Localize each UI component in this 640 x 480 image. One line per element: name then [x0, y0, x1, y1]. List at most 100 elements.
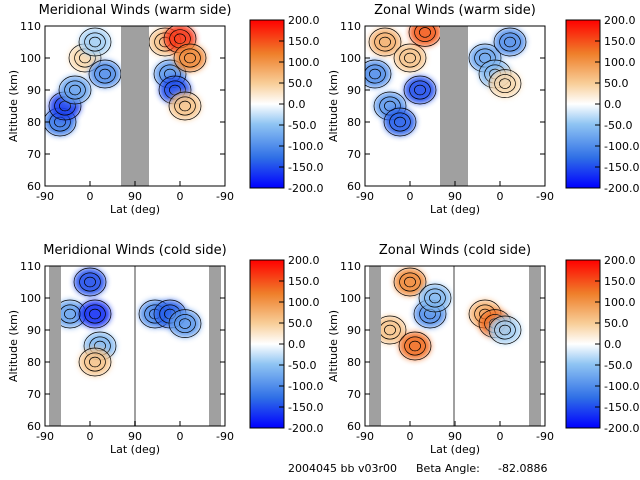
contour-line — [179, 48, 201, 68]
colorbar-tick-label: -200.0 — [288, 422, 323, 435]
contour-line — [418, 283, 452, 313]
contour-line — [89, 356, 101, 368]
contour-line — [398, 331, 432, 361]
contour-line — [89, 308, 101, 320]
contour-line — [179, 100, 191, 112]
colorbar-tick-label: -50.0 — [604, 359, 632, 372]
x-axis-label: Lat (deg) — [430, 203, 480, 216]
contour-line — [389, 112, 411, 132]
colorbar-tick-label: 50.0 — [288, 77, 313, 90]
contour-line — [499, 32, 521, 52]
y-tick-label: 70 — [347, 388, 361, 401]
contour-line — [79, 272, 101, 292]
data-cell — [374, 316, 406, 344]
colorbar-tick-label: -200.0 — [604, 182, 639, 195]
colorbar-tick-label: -50.0 — [604, 119, 632, 132]
contour-line — [365, 59, 392, 89]
colorbar-tick-label: -100.0 — [288, 380, 323, 393]
x-axis-label: Lat (deg) — [110, 443, 160, 456]
data-cell — [494, 28, 526, 56]
y-axis-label: Altitude (km) — [327, 310, 340, 382]
x-axis-label: Lat (deg) — [430, 443, 480, 456]
contour-line — [414, 84, 426, 96]
chart-panel-2: 60 70 80 90 100 110 -90 0 90 0 -90 Zonal Winds (war… — [327, 3, 639, 216]
colorbar-tick-label: -100.0 — [288, 140, 323, 153]
contour-line — [78, 347, 112, 377]
contour-line — [84, 276, 96, 288]
no-data-edge-right — [209, 266, 221, 426]
contour-line — [58, 75, 92, 105]
chart-title: Zonal Winds (cold side) — [379, 243, 531, 258]
colorbar-tick-label: 150.0 — [604, 35, 636, 48]
no-data-gap — [440, 26, 468, 186]
chart-panel-3: 60 70 80 90 100 110 -90 0 90 0 -90 Meridional Winds… — [7, 243, 323, 456]
colorbar-tick-label: 0.0 — [604, 98, 622, 111]
y-tick-label: 70 — [347, 148, 361, 161]
data-cell — [394, 44, 426, 72]
contour-line — [429, 292, 441, 304]
contour-line — [404, 336, 426, 356]
colorbar-tick-label: -150.0 — [604, 401, 639, 414]
contour-line — [499, 324, 511, 336]
data-cell — [404, 76, 436, 104]
y-tick-label: 80 — [347, 116, 361, 129]
contour-line — [494, 320, 516, 340]
contour-line — [493, 27, 527, 57]
y-tick-label: 110 — [20, 20, 41, 33]
colorbar-tick-label: -150.0 — [288, 161, 323, 174]
colorbar-tick-label: -100.0 — [604, 380, 639, 393]
y-tick-label: 110 — [20, 260, 41, 273]
chart-title: Zonal Winds (warm side) — [374, 3, 536, 18]
x-tick-label: -90 — [36, 190, 54, 203]
y-tick-label: 60 — [27, 420, 41, 433]
y-tick-label: 70 — [27, 148, 41, 161]
contour-line — [168, 91, 202, 121]
x-tick-label: 0 — [177, 430, 184, 443]
y-tick-label: 110 — [340, 260, 361, 273]
x-tick-label: 90 — [448, 430, 462, 443]
colorbar — [565, 259, 601, 429]
colorbar-tick-label: 0.0 — [288, 98, 306, 111]
wind-field — [373, 267, 522, 361]
contour-line — [64, 308, 76, 320]
colorbar-tick-label: 200.0 — [604, 254, 636, 267]
contour-line — [365, 64, 386, 84]
contour-line — [504, 36, 516, 48]
data-cell — [79, 300, 111, 328]
contour-line — [409, 80, 431, 100]
data-cell — [79, 28, 111, 56]
contour-line — [414, 26, 436, 42]
no-data-edge-left — [49, 266, 61, 426]
no-data-gap — [134, 266, 136, 426]
no-data-edge-left — [369, 266, 381, 426]
contour-line — [369, 68, 381, 80]
colorbar-tick-label: 100.0 — [288, 296, 320, 309]
contour-line — [488, 315, 522, 345]
contour-line — [399, 272, 421, 292]
y-tick-label: 90 — [347, 324, 361, 337]
colorbar-tick-label: 100.0 — [288, 56, 320, 69]
contour-line — [84, 32, 106, 52]
colorbar — [249, 259, 285, 429]
colorbar-tick-label: 50.0 — [288, 317, 313, 330]
colorbar-tick-label: -50.0 — [288, 359, 316, 372]
x-tick-label: -90 — [356, 190, 374, 203]
contour-line — [168, 309, 202, 338]
contour-line — [394, 116, 406, 128]
contour-line — [404, 276, 416, 288]
contour-line — [399, 48, 421, 68]
colorbar-tick-label: -100.0 — [604, 140, 639, 153]
y-tick-label: 100 — [20, 292, 41, 305]
colorbar-tick-label: 200.0 — [288, 254, 320, 267]
y-tick-label: 90 — [27, 324, 41, 337]
contour-line — [78, 27, 112, 57]
colorbar-tick-label: 100.0 — [604, 56, 636, 69]
x-tick-label: -90 — [216, 430, 234, 443]
colorbar-tick-label: -150.0 — [288, 401, 323, 414]
colorbar — [249, 19, 285, 189]
y-tick-label: 100 — [340, 292, 361, 305]
wind-field — [53, 267, 202, 377]
colorbar-tick-label: -50.0 — [288, 119, 316, 132]
contour-line — [494, 74, 516, 94]
colorbar-tick-label: -200.0 — [288, 182, 323, 195]
